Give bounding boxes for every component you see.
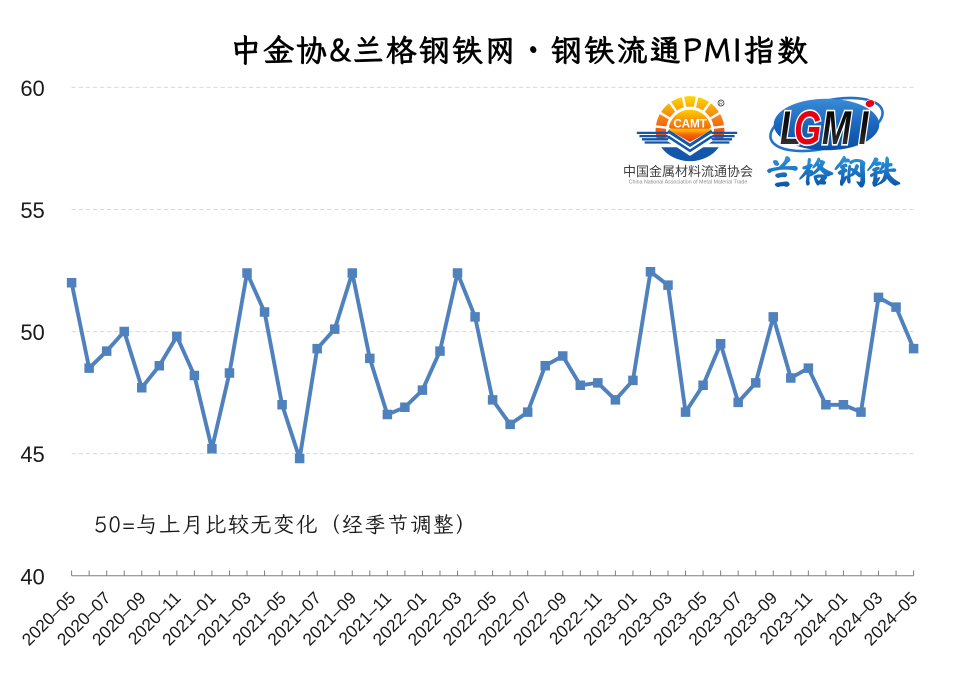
svg-text:China National Association of: China National Association of Metal Mate…	[629, 180, 748, 186]
svg-text:50: 50	[20, 320, 44, 345]
svg-text:40: 40	[20, 564, 44, 589]
svg-text:R: R	[719, 101, 723, 107]
svg-text:M: M	[822, 102, 852, 154]
svg-text:60: 60	[20, 76, 44, 101]
svg-text:L: L	[780, 102, 801, 154]
svg-text:CAMT: CAMT	[673, 116, 707, 130]
svg-text:I: I	[859, 102, 870, 154]
svg-text:55: 55	[20, 198, 44, 223]
svg-text:G: G	[794, 102, 821, 154]
svg-text:45: 45	[20, 442, 44, 467]
svg-text:中金协&兰格钢铁网・钢铁流通PMI指数: 中金协&兰格钢铁网・钢铁流通PMI指数	[230, 29, 810, 70]
svg-text:50=与上月比较无变化（经季节调整）: 50=与上月比较无变化（经季节调整）	[94, 510, 478, 539]
svg-text:中国金属材料流通协会: 中国金属材料流通协会	[623, 161, 753, 180]
svg-text:兰格钢铁: 兰格钢铁	[765, 154, 900, 189]
